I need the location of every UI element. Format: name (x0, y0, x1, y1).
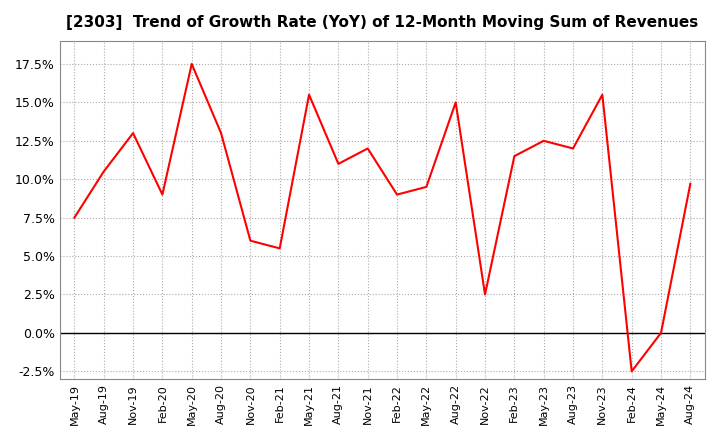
Title: [2303]  Trend of Growth Rate (YoY) of 12-Month Moving Sum of Revenues: [2303] Trend of Growth Rate (YoY) of 12-… (66, 15, 698, 30)
